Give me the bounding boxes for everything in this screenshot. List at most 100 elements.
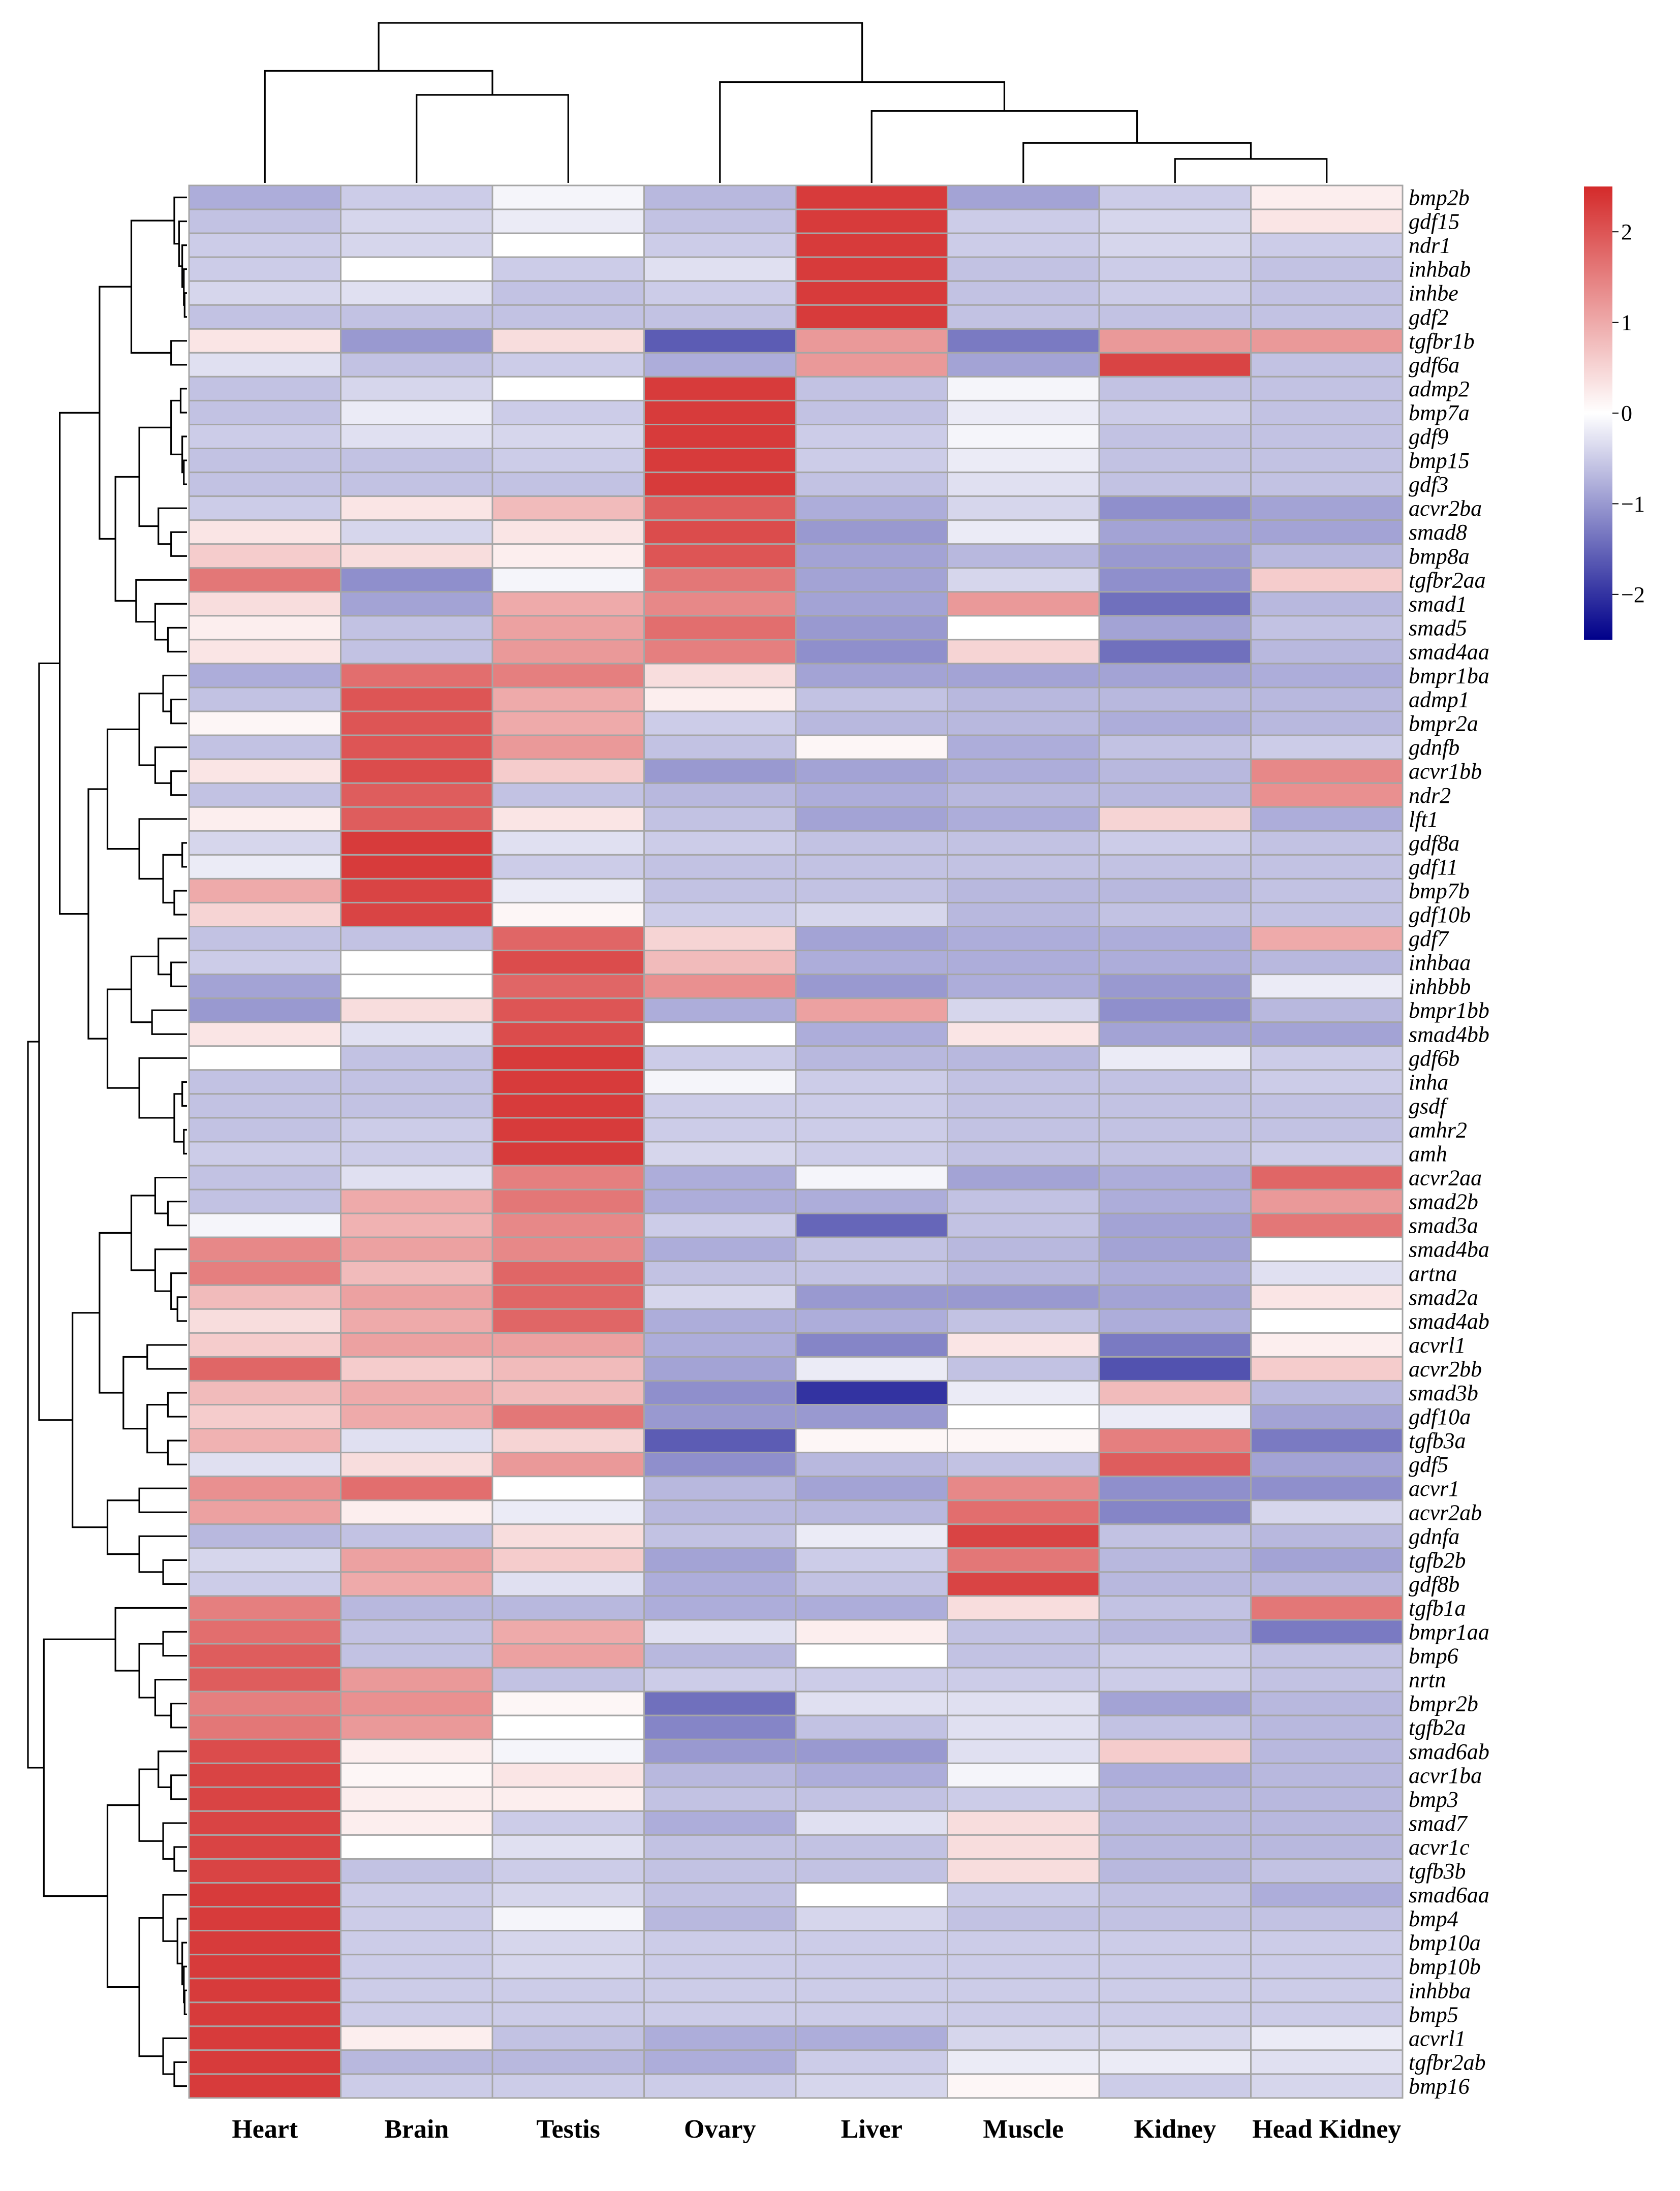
row-label: smad3b [1409, 1381, 1478, 1405]
heatmap-cell [947, 1882, 1100, 1907]
heatmap-cell [491, 1667, 645, 1693]
heatmap-cell [1098, 1810, 1252, 1836]
dendrogram-branch [138, 1917, 164, 2057]
heatmap-cell [1250, 639, 1404, 665]
heatmap-cell [643, 2001, 797, 2027]
heatmap-cell [491, 543, 645, 569]
heatmap-cell [340, 1093, 493, 1119]
heatmap-cell [643, 2025, 797, 2051]
heatmap-cell [340, 615, 493, 641]
heatmap-cell [1250, 2073, 1404, 2099]
heatmap-cell [1098, 1834, 1252, 1860]
heatmap-cell [643, 1714, 797, 1740]
heatmap-cell [1250, 1810, 1404, 1836]
heatmap-cell [643, 686, 797, 712]
heatmap-cell [188, 1978, 341, 2004]
row-label: smad4ba [1409, 1237, 1489, 1262]
row-label: ndr1 [1409, 233, 1451, 258]
heatmap-cell [188, 1834, 341, 1860]
heatmap-cell [643, 758, 797, 784]
row-label: bmp10b [1409, 1954, 1481, 1979]
heatmap-cell [340, 1595, 493, 1621]
heatmap-cell [491, 1978, 645, 2004]
heatmap-cell [491, 2001, 645, 2027]
heatmap-cell [340, 1810, 493, 1836]
heatmap-cell [1250, 854, 1404, 880]
dendrogram-branch [27, 1041, 44, 1769]
heatmap-cell [1250, 280, 1404, 306]
heatmap-cell [1250, 304, 1404, 330]
heatmap-cell [947, 1141, 1100, 1167]
heatmap-cell [947, 1332, 1100, 1358]
heatmap-cell [1098, 328, 1252, 354]
heatmap-cell [643, 208, 797, 234]
heatmap-cell [643, 472, 797, 497]
heatmap-cell [795, 1332, 948, 1358]
heatmap-cell [1250, 1308, 1404, 1334]
heatmap-cell [947, 424, 1100, 449]
heatmap-cell [795, 974, 948, 999]
heatmap-cell [1250, 1188, 1404, 1214]
heatmap-cell [1098, 1141, 1252, 1167]
heatmap-cell [1250, 1499, 1404, 1525]
heatmap-cell [947, 1691, 1100, 1716]
heatmap-cell [1098, 1188, 1252, 1214]
heatmap-cell [1098, 615, 1252, 641]
heatmap-cell [340, 997, 493, 1023]
dendrogram-branch [183, 1989, 187, 2015]
heatmap-cell [491, 375, 645, 401]
heatmap-cell [188, 1571, 341, 1597]
heatmap-cell [1250, 663, 1404, 688]
color-legend: 2 1 0 −1 −2 [1584, 186, 1645, 640]
heatmap-cell [491, 1858, 645, 1884]
heatmap-cell [1250, 1786, 1404, 1812]
heatmap-cell [340, 472, 493, 497]
heatmap-cell [947, 1978, 1100, 2004]
heatmap-cell [795, 1117, 948, 1143]
heatmap-cell [491, 806, 645, 832]
heatmap-cell [643, 1691, 797, 1716]
heatmap-cell [188, 2025, 341, 2051]
heatmap-cell [188, 352, 341, 378]
heatmap-cell [340, 1738, 493, 1764]
dendrogram-branch [181, 1081, 187, 1107]
heatmap-cell [491, 997, 645, 1023]
heatmap-cell [1250, 1858, 1404, 1884]
heatmap-cell [1250, 1930, 1404, 1956]
row-label: gdf6b [1409, 1046, 1459, 1071]
heatmap-cell [1098, 854, 1252, 880]
heatmap-cell [188, 830, 341, 856]
heatmap-cell [795, 902, 948, 927]
heatmap-cell [1250, 806, 1404, 832]
heatmap-cell [947, 734, 1100, 760]
dendrogram-branch [170, 770, 187, 796]
heatmap-cell [188, 710, 341, 736]
heatmap-cell [947, 854, 1100, 880]
dendrogram-branch [170, 1774, 187, 1800]
heatmap-cell [340, 208, 493, 234]
heatmap-cell [643, 567, 797, 593]
heatmap-cell [491, 710, 645, 736]
heatmap-cell [643, 710, 797, 736]
row-label: inhbaa [1409, 950, 1471, 975]
row-label: tgfb1a [1409, 1596, 1466, 1621]
heatmap-cell [188, 1045, 341, 1071]
heatmap-cell [1250, 1093, 1404, 1119]
heatmap-cell [491, 256, 645, 282]
heatmap-cell [491, 854, 645, 880]
heatmap-cell [188, 1691, 341, 1716]
heatmap-cell [795, 2025, 948, 2051]
heatmap-cell [1250, 782, 1404, 808]
heatmap-cell [491, 1093, 645, 1119]
heatmap-cell [491, 1523, 645, 1549]
dendrogram-branch [43, 1638, 116, 1897]
heatmap-cell [947, 1714, 1100, 1740]
heatmap-cell [795, 878, 948, 903]
heatmap-cell [188, 782, 341, 808]
heatmap-cell [340, 1117, 493, 1143]
heatmap-cell [1098, 1930, 1252, 1956]
dendrogram-branch [151, 1009, 187, 1035]
heatmap-cell [643, 1260, 797, 1286]
legend-colorbar [1584, 186, 1612, 640]
heatmap-cell [947, 830, 1100, 856]
